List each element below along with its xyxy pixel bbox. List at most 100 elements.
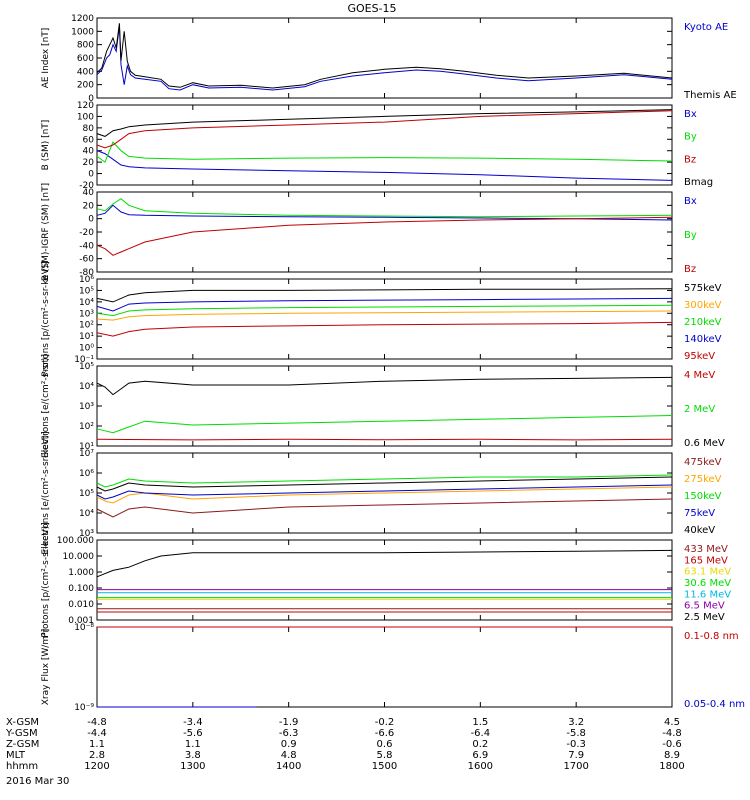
legend-label: 40keV [684,525,715,536]
footer-cell: 1.1 [89,739,105,750]
y-tick-label: 600 [77,54,94,64]
panel-7: 0.001 0.010 0.100 1.000 10.000 100.000 Protons… [41,522,731,638]
legend-label: 300keV [684,300,722,311]
series-line [96,310,673,321]
footer-cell: 4.5 [664,717,680,728]
y-tick-label: 10⁷ [79,449,94,459]
y-tick-label: -40 [79,241,94,251]
y-tick-label: 10³ [79,402,94,412]
footer-row-label: X-GSM [6,717,39,728]
date-label: 2016 Mar 30 [6,776,69,787]
footer-cell: 0.2 [472,739,488,750]
footer-cell: 3.2 [568,717,584,728]
y-tick-label: 10³ [79,529,94,539]
y-tick-label: 60 [83,135,95,145]
legend-label: 30.6 MeV [684,578,731,589]
y-tick-label: 10⁴ [79,298,94,308]
series-line [96,549,673,578]
legend-label: 0.6 MeV [684,438,725,449]
footer-cell: -5.8 [566,728,586,739]
footer-cell: -0.3 [566,739,586,750]
footer-cell: 0.6 [377,739,393,750]
footer-cell: -0.6 [662,739,682,750]
legend-label: 11.6 MeV [684,589,731,600]
y-tick-label: 100 [77,112,94,122]
series-line [96,150,673,181]
legend-label: 275keV [684,474,722,485]
footer-row-label: Y-GSM [5,728,38,739]
legend-label: 2.5 MeV [684,612,725,623]
y-tick-label: 10⁻¹ [74,355,94,365]
legend-label: 2 MeV [684,404,715,415]
y-tick-label: 40 [83,188,95,198]
footer-cell: 8.9 [664,750,680,761]
y-axis-label: AE Index [nT] [41,28,51,89]
y-tick-label: -20 [79,228,94,238]
y-tick-label: 10³ [79,309,94,319]
series-line [96,321,673,337]
panel-8: 10⁻⁹ 10⁻⁸ Xray Flux [W/m²] 0.1-0.8 nm 0.05-0… [41,623,745,713]
series-line [96,141,673,163]
footer-table: X-GSM -4.8 -3.4 -1.9 -0.2 1.5 3.2 4.5Y-GSM -4.4-… [5,717,685,772]
footer-cell: -6.3 [279,728,299,739]
legend-label: 475keV [684,457,722,468]
footer-cell: 1800 [659,761,684,772]
footer-cell: 0.9 [281,739,297,750]
y-tick-label: -60 [79,255,94,265]
y-tick-label: 40 [83,147,95,157]
legend-label: Bmag [684,177,713,188]
y-tick-label: 10⁴ [79,382,94,392]
series-line [96,498,673,518]
y-tick-label: 10⁻⁸ [74,623,94,633]
y-tick-label: 20 [83,201,95,211]
y-tick-label: 10² [79,321,94,331]
y-tick-label: 100.000 [57,536,94,546]
legend-label: By [684,132,697,143]
series-line [96,415,673,434]
y-tick-label: 10⁰ [79,344,94,354]
y-tick-label: 200 [77,81,94,91]
footer-cell: 4.8 [281,750,297,761]
footer-cell: -6.6 [375,728,395,739]
legend-label: Themis AE [683,90,737,101]
legend-label: Bz [684,154,696,165]
series-line [96,25,673,91]
legend-label: 0.1-0.8 nm [684,631,739,642]
series-line [96,376,673,396]
legend-label: 150keV [684,491,722,502]
y-tick-label: 10⁵ [79,362,94,372]
y-tick-label: 10⁴ [79,509,94,519]
footer-cell: 1.5 [472,717,488,728]
legend-label: 75keV [684,508,715,519]
footer-cell: 1400 [276,761,301,772]
y-tick-label: 0 [88,170,94,180]
panel-1: 0 200 400 600 800 1000 1200 AE Index [nT] Kyoto … [41,14,737,104]
footer-cell: 1600 [468,761,493,772]
y-tick-label: 10¹ [79,442,94,452]
footer-cell: -3.4 [183,717,203,728]
y-axis-label: B (SM) [nT] [41,120,51,171]
series-line [96,216,673,256]
legend-label: Kyoto AE [684,22,728,33]
y-tick-label: -80 [79,268,94,278]
footer-cell: 1200 [84,761,109,772]
series-line [96,297,673,312]
series-line [96,476,673,492]
series-line [96,23,673,89]
y-tick-label: 0.001 [68,616,94,626]
y-tick-label: 1.000 [68,568,94,578]
legend-label: 95keV [684,351,715,362]
y-tick-label: 10.000 [63,552,95,562]
series-line [96,438,673,441]
series-line [96,304,673,317]
series-line [96,486,673,504]
y-tick-label: 10² [79,422,94,432]
footer-cell: -5.6 [183,728,203,739]
y-tick-label: 10¹ [79,332,94,342]
footer-cell: 1.1 [185,739,201,750]
footer-cell: 7.9 [568,750,584,761]
panel-5: 10¹ 10² 10³ 10⁴ 10⁵ Electrons [e/(cm²-s-sr)] 4… [41,354,725,458]
